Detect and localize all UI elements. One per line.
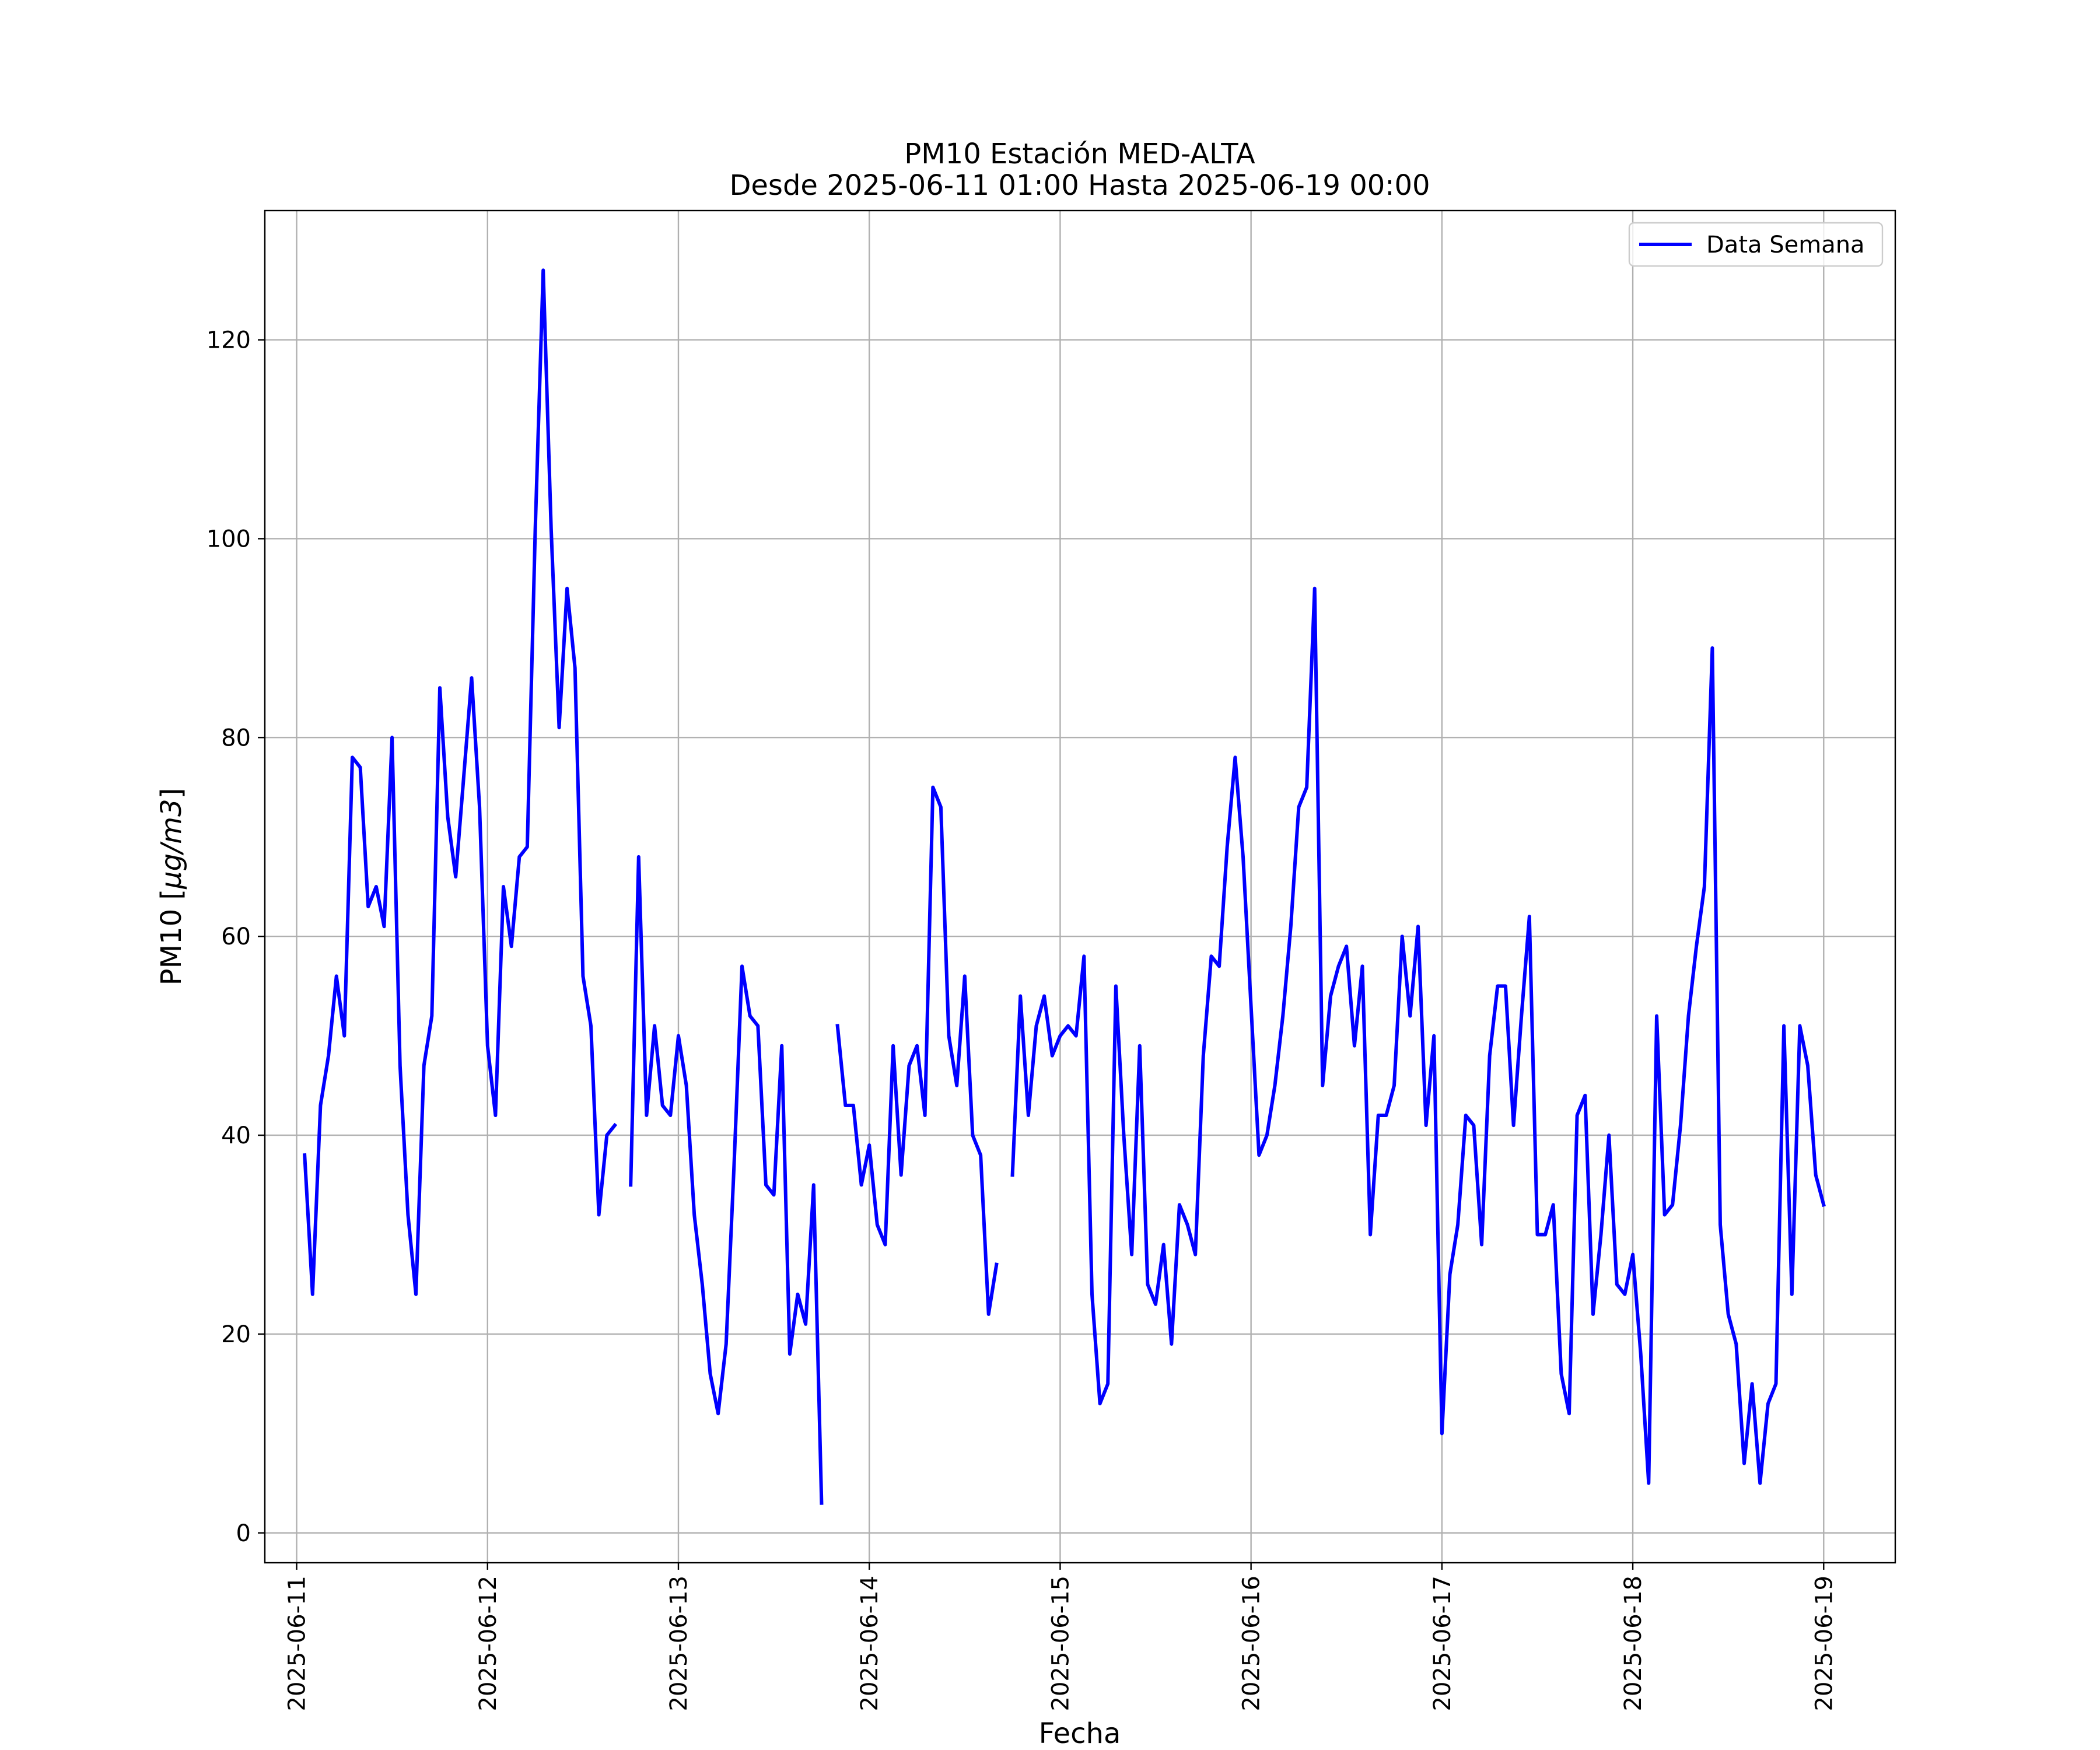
y-tick-label: 40 <box>221 1122 251 1149</box>
y-tick-label: 100 <box>206 526 251 552</box>
y-tick-label: 0 <box>236 1520 251 1547</box>
chart-subtitle: Desde 2025-06-11 01:00 Hasta 2025-06-19 … <box>729 169 1430 202</box>
y-tick-label: 80 <box>221 724 251 751</box>
axis-ticks: 2025-06-11 2025-06-12 2025-06-13 2025-06-14… <box>206 327 1838 1712</box>
x-tick-label: 2025-06-14 <box>856 1576 883 1711</box>
series-line-0 <box>303 268 1826 1505</box>
x-tick-label: 2025-06-19 <box>1811 1576 1838 1711</box>
legend-label-data-semana: Data Semana <box>1706 232 1865 258</box>
legend: Data Semana <box>1628 222 1884 267</box>
y-tick-label: 60 <box>221 923 251 950</box>
x-tick-label: 2025-06-12 <box>475 1576 502 1711</box>
x-tick-label: 2025-06-11 <box>284 1576 311 1711</box>
grid <box>265 211 1895 1563</box>
chart-title: PM10 Estación MED-ALTA <box>904 138 1255 170</box>
x-tick-label: 2025-06-16 <box>1238 1576 1265 1711</box>
y-tick-label: 120 <box>206 327 251 354</box>
plot-frame <box>264 209 1896 1564</box>
y-axis-label-prefix: PM10 <box>155 909 188 985</box>
x-tick-label: 2025-06-18 <box>1620 1576 1647 1711</box>
x-tick-label: 2025-06-17 <box>1429 1576 1456 1711</box>
y-axis-label: PM10 [μg/m3] <box>155 788 188 986</box>
legend-box <box>1628 222 1884 267</box>
series-layer <box>303 268 1826 1505</box>
x-tick-label: 2025-06-13 <box>666 1576 692 1711</box>
x-axis-label: Fecha <box>1039 1717 1121 1750</box>
x-tick-label: 2025-06-15 <box>1047 1576 1074 1711</box>
y-axis-label-unit: μg/m3 <box>155 799 188 889</box>
y-tick-label: 20 <box>221 1321 251 1348</box>
